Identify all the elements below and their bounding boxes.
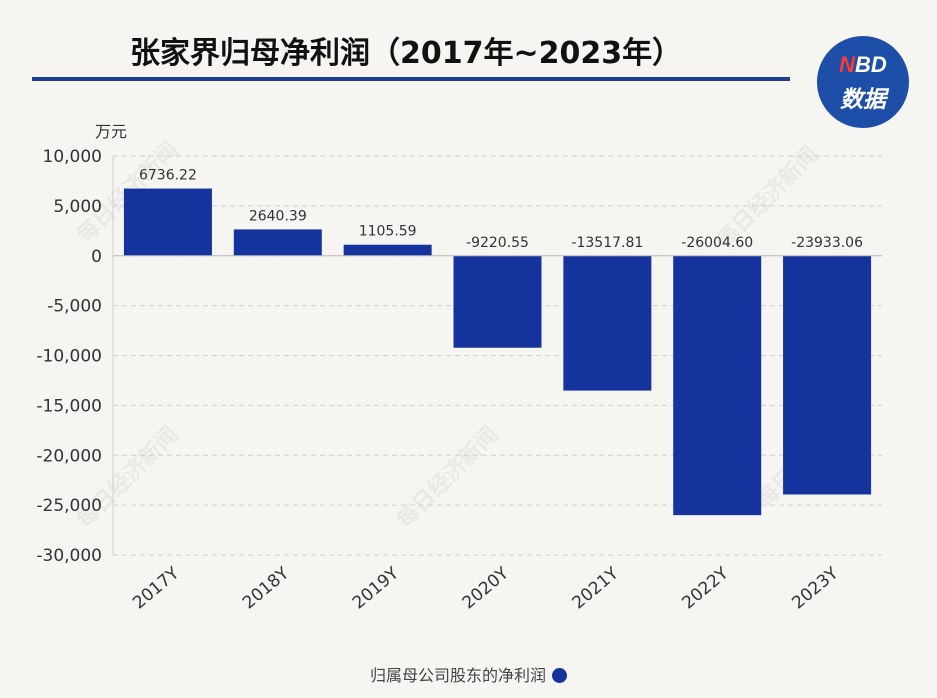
x-tick-label: 2022Y	[678, 563, 732, 613]
data-label: 1105.59	[359, 224, 417, 240]
data-label: -23933.06	[791, 235, 863, 251]
data-label: -9220.55	[466, 235, 529, 251]
data-label: 6736.22	[139, 168, 197, 184]
y-tick-label: -5,000	[47, 297, 102, 317]
data-label: -26004.60	[681, 235, 753, 251]
bar	[563, 255, 652, 391]
bar	[673, 255, 762, 516]
x-tick-label: 2019Y	[349, 563, 403, 613]
logo-text: 数据	[840, 87, 886, 113]
x-tick-label: 2017Y	[129, 563, 183, 613]
data-label: -13517.81	[571, 235, 643, 251]
nbd-logo: NBD 数据	[817, 36, 909, 128]
logo-letters-bd: BD	[855, 52, 887, 77]
x-tick-label: 2023Y	[788, 563, 842, 613]
y-tick-label: -25,000	[36, 496, 102, 516]
y-tick-label: 0	[91, 247, 102, 267]
y-axis-unit: 万元	[95, 122, 128, 141]
data-label: 2640.39	[249, 208, 307, 224]
bar	[233, 229, 322, 256]
x-tick-label: 2018Y	[239, 563, 293, 613]
bar	[343, 244, 432, 256]
legend-marker	[552, 668, 567, 683]
y-tick-label: -20,000	[36, 446, 102, 466]
y-tick-label: 10,000	[43, 147, 102, 167]
legend-label: 归属母公司股东的净利润	[369, 666, 546, 685]
x-tick-label: 2021Y	[569, 563, 623, 613]
legend: 归属母公司股东的净利润	[0, 662, 937, 686]
y-tick-label: -15,000	[36, 396, 102, 416]
chart-title: 张家界归母净利润（2017年~2023年）	[130, 36, 683, 71]
bar	[123, 188, 212, 256]
y-tick-label: 5,000	[53, 197, 102, 217]
logo-letter-n: N	[839, 52, 856, 77]
x-tick-label: 2020Y	[459, 563, 513, 613]
title-underline	[32, 77, 790, 81]
bar	[783, 255, 872, 495]
bar	[453, 255, 542, 348]
y-tick-label: -10,000	[36, 347, 102, 367]
y-tick-label: -30,000	[36, 546, 102, 566]
